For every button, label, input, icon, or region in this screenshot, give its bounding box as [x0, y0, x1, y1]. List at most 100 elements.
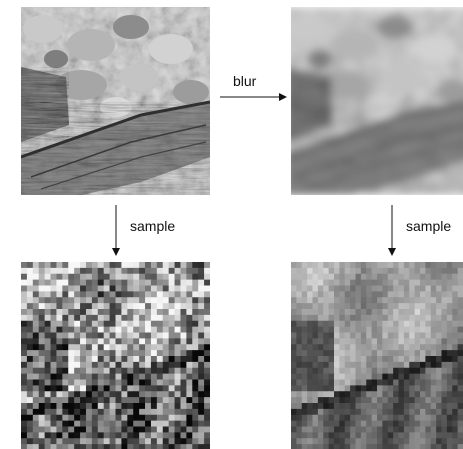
mosaic-pixel — [150, 426, 158, 433]
mosaic-pixel — [121, 438, 128, 445]
mosaic-pixel — [420, 426, 426, 433]
mosaic-pixel — [192, 262, 199, 269]
mosaic-pixel — [420, 326, 426, 334]
mosaic-pixel — [121, 309, 128, 316]
mosaic-pixel — [409, 432, 416, 439]
mosaic-pixel — [414, 314, 421, 322]
mosaic-pixel — [430, 267, 437, 275]
mosaic-pixel — [156, 385, 164, 392]
mosaic-pixel — [162, 297, 170, 304]
mosaic-pixel — [291, 344, 297, 351]
mosaic-pixel — [317, 403, 324, 410]
mosaic-pixel — [32, 267, 40, 275]
mosaic-pixel — [192, 267, 199, 275]
mosaic-pixel — [127, 408, 134, 416]
mosaic-pixel — [127, 403, 134, 410]
mosaic-pixel — [133, 361, 140, 369]
mosaic-pixel — [291, 426, 297, 433]
mosaic-pixel — [115, 285, 123, 292]
mosaic-pixel — [323, 332, 330, 339]
mosaic-pixel — [121, 291, 128, 298]
mosaic-pixel — [436, 350, 443, 357]
mosaic-pixel — [56, 291, 63, 298]
mosaic-pixel — [109, 426, 117, 433]
mosaic-pixel — [403, 391, 410, 398]
mosaic-pixel — [387, 385, 394, 392]
mosaic-pixel — [312, 297, 319, 304]
mosaic-pixel — [50, 285, 58, 292]
mosaic-pixel — [198, 267, 205, 275]
mosaic-pixel — [393, 297, 400, 304]
mosaic-pixel — [387, 356, 394, 363]
mosaic-pixel — [452, 350, 459, 357]
mosaic-pixel — [312, 344, 319, 351]
mosaic-pixel — [26, 267, 34, 275]
mosaic-pixel — [85, 326, 93, 334]
mosaic-pixel — [121, 338, 128, 345]
mosaic-pixel — [414, 350, 421, 357]
mosaic-pixel — [291, 332, 297, 339]
mosaic-pixel — [425, 285, 432, 292]
mosaic-pixel — [204, 403, 210, 410]
mosaic-pixel — [150, 414, 158, 422]
mosaic-pixel — [350, 420, 357, 428]
mosaic-pixel — [323, 303, 330, 310]
mosaic-pixel — [103, 297, 111, 304]
mosaic-pixel — [32, 432, 40, 439]
mosaic-pixel — [62, 426, 69, 433]
mosaic-pixel — [377, 361, 383, 369]
mosaic-pixel — [328, 426, 335, 433]
mosaic-pixel — [414, 403, 421, 410]
mosaic-pixel — [32, 291, 40, 298]
mosaic-pixel — [174, 367, 182, 375]
mosaic-pixel — [301, 279, 308, 287]
mosaic-pixel — [50, 291, 58, 298]
mosaic-pixel — [414, 420, 421, 428]
mosaic-pixel — [180, 426, 187, 433]
mosaic-pixel — [26, 314, 34, 322]
mosaic-pixel — [425, 291, 432, 298]
mosaic-pixel — [133, 297, 140, 304]
mosaic-pixel — [162, 356, 170, 363]
mosaic-pixel — [38, 303, 46, 310]
mosaic-pixel — [339, 403, 346, 410]
mosaic-pixel — [156, 285, 164, 292]
mosaic-pixel — [145, 320, 152, 328]
mosaic-pixel — [162, 332, 170, 339]
mosaic-pixel — [133, 303, 140, 310]
mosaic-pixel — [44, 332, 52, 339]
mosaic-pixel — [371, 432, 378, 439]
mosaic-pixel — [62, 397, 69, 404]
mosaic-pixel — [323, 326, 330, 334]
mosaic-pixel — [377, 403, 383, 410]
mosaic-pixel — [32, 338, 40, 345]
mosaic-pixel — [180, 309, 187, 316]
mosaic-pixel — [38, 367, 46, 375]
mosaic-pixel — [457, 438, 463, 445]
mosaic-pixel — [74, 403, 81, 410]
mosaic-pixel — [145, 391, 152, 398]
mosaic-pixel — [198, 320, 205, 328]
mosaic-pixel — [387, 397, 394, 404]
mosaic-pixel — [398, 309, 405, 316]
mosaic-pixel — [97, 432, 105, 439]
mosaic-pixel — [103, 391, 111, 398]
mosaic-pixel — [91, 397, 99, 404]
mosaic-pixel — [377, 379, 383, 386]
mosaic-pixel — [398, 332, 405, 339]
mosaic-pixel — [296, 379, 303, 386]
mosaic-pixel — [109, 379, 117, 386]
mosaic-pixel — [127, 303, 134, 310]
mosaic-pixel — [26, 373, 34, 381]
mosaic-pixel — [186, 379, 193, 386]
mosaic-pixel — [291, 320, 297, 328]
mosaic-pixel — [133, 414, 140, 422]
mosaic-pixel — [68, 303, 75, 310]
mosaic-pixel — [403, 314, 410, 322]
mosaic-pixel — [150, 391, 158, 398]
mosaic-pixel — [398, 344, 405, 351]
mosaic-pixel — [44, 344, 52, 351]
mosaic-pixel — [366, 285, 373, 292]
mosaic-pixel — [97, 291, 105, 298]
mosaic-pixel — [436, 373, 443, 381]
